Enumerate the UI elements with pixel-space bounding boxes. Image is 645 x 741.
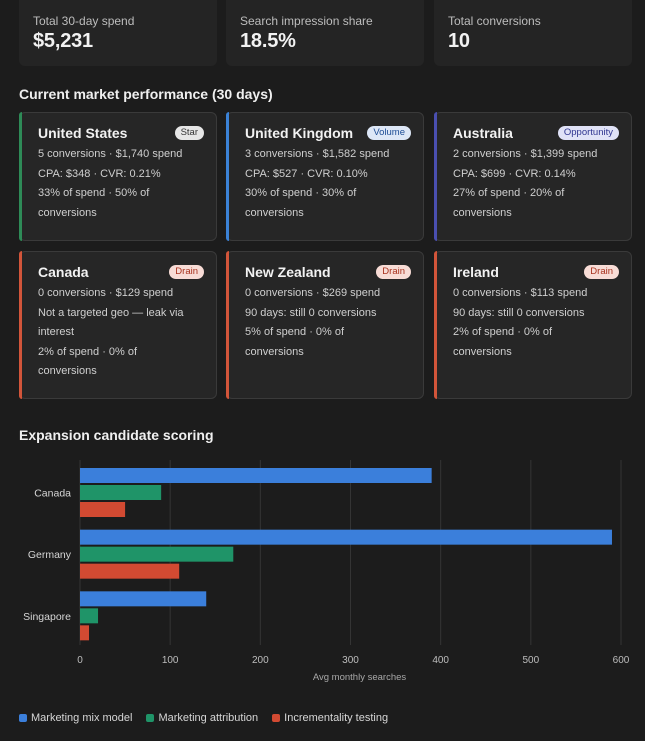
card-header: Canada Drain xyxy=(38,264,204,280)
market-stat-line: 5% of spend · 0% of xyxy=(245,326,345,338)
category-label: Canada xyxy=(34,488,71,500)
metric-impression-share: Search impression share 18.5% xyxy=(226,0,424,66)
bar-marketing-mix-model xyxy=(80,529,612,545)
bar-incrementality-testing xyxy=(80,625,90,641)
legend-label: Marketing attribution xyxy=(158,712,259,724)
market-badge: Volume xyxy=(367,126,411,140)
market-stat-line: 2 conversions · $1,399 spend xyxy=(453,148,598,160)
bar-marketing-mix-model xyxy=(80,468,432,483)
metric-value: 10 xyxy=(448,30,470,52)
market-stat-line: conversions xyxy=(245,206,304,219)
card-header: New Zealand Drain xyxy=(245,264,411,280)
market-stat-line: conversions xyxy=(38,206,97,219)
legend-swatch xyxy=(146,714,155,722)
category-label: Germany xyxy=(28,549,72,561)
market-stat-line: CPA: $348 · CVR: 0.21% xyxy=(38,167,161,180)
category-label: Singapore xyxy=(23,611,71,623)
market-stat-line: 30% of spend · 30% of xyxy=(245,187,357,199)
legend-label: Incrementality testing xyxy=(284,712,389,724)
bar-incrementality-testing xyxy=(80,563,180,579)
x-tick-label: 300 xyxy=(342,655,359,666)
metric-label: Total conversions xyxy=(448,14,541,28)
market-stat-line: 2% of spend · 0% of xyxy=(38,345,138,358)
legend-swatch xyxy=(19,714,27,722)
metric-total-conversions: Total conversions 10 xyxy=(434,0,632,66)
x-tick-label: 200 xyxy=(252,655,269,666)
market-stat-line: conversions xyxy=(245,345,304,358)
metric-label: Search impression share xyxy=(240,14,373,28)
market-badge: Drain xyxy=(584,265,619,279)
market-name: Australia xyxy=(453,125,513,141)
legend-item-attribution: Marketing attribution xyxy=(146,712,258,724)
legend-swatch xyxy=(272,714,281,722)
chart-legend: Marketing mix model Marketing attributio… xyxy=(19,712,388,724)
bar-incrementality-testing xyxy=(80,502,126,517)
expansion-bar-chart: 0 100 200 300 400 500 600 Canada Germany Singapor… xyxy=(23,460,630,683)
market-stat-line: interest xyxy=(38,326,75,338)
market-card: New Zealand Drain 0 conversions · $269 spe… xyxy=(226,251,424,399)
market-badge: Drain xyxy=(376,265,411,279)
market-stat-line: 5 conversions · $1,740 spend xyxy=(38,148,183,160)
metric-value: $5,231 xyxy=(33,30,93,52)
x-tick-label: 0 xyxy=(77,655,83,666)
x-tick-label: 400 xyxy=(432,655,449,666)
market-stat-line: 3 conversions · $1,582 spend xyxy=(245,148,390,160)
market-section-title: Current market performance (30 days) xyxy=(19,86,273,102)
bar-marketing-mix-model xyxy=(80,591,207,607)
market-stat-line: 0 conversions · $129 spend xyxy=(38,287,174,299)
market-badge: Opportunity xyxy=(557,126,619,140)
market-stat-line: 2% of spend · 0% of xyxy=(453,326,553,338)
market-name: Ireland xyxy=(453,264,499,280)
market-name: United States xyxy=(38,125,128,141)
x-tick-label: 100 xyxy=(162,655,179,666)
x-axis-label: Avg monthly searches xyxy=(313,672,407,683)
x-tick-label: 500 xyxy=(522,655,539,666)
market-stat-line: 0 conversions · $113 spend xyxy=(453,287,588,299)
card-header: Australia Opportunity xyxy=(453,125,619,141)
metric-value: 18.5% xyxy=(240,30,296,52)
card-header: Ireland Drain xyxy=(453,264,619,280)
market-stat-line: 33% of spend · 50% of xyxy=(38,187,150,199)
bar-marketing-attribution xyxy=(80,608,99,624)
expansion-section-title: Expansion candidate scoring xyxy=(19,427,214,443)
metric-label: Total 30-day spend xyxy=(33,14,135,28)
market-card: Australia Opportunity 2 conversions · $1,3… xyxy=(434,112,632,241)
legend-item-mmm: Marketing mix model xyxy=(19,712,132,724)
market-name: Canada xyxy=(38,264,89,280)
market-card: United States Star 5 conversions · $1,740 … xyxy=(19,112,217,241)
bar-marketing-attribution xyxy=(80,485,162,500)
market-stat-line: CPA: $699 · CVR: 0.14% xyxy=(453,167,576,180)
metric-total-spend: Total 30-day spend $5,231 xyxy=(19,0,217,66)
market-card: Canada Drain 0 conversions · $129 spend Not… xyxy=(19,251,217,399)
legend-label: Marketing mix model xyxy=(31,712,133,724)
market-stat-line: 0 conversions · $269 spend xyxy=(245,287,381,299)
market-card: United Kingdom Volume 3 conversions · $1,5… xyxy=(226,112,424,241)
market-stat-line: CPA: $527 · CVR: 0.10% xyxy=(245,167,368,180)
card-header: United Kingdom Volume xyxy=(245,125,411,141)
x-tick-label: 600 xyxy=(613,655,630,666)
card-header: United States Star xyxy=(38,125,204,141)
market-card: Ireland Drain 0 conversions · $113 spend 90… xyxy=(434,251,632,399)
market-stat-line: Not a targeted geo — leak via xyxy=(38,306,184,319)
market-stat-line: 90 days: still 0 conversions xyxy=(453,306,585,319)
market-badge: Star xyxy=(174,126,204,140)
market-stat-line: conversions xyxy=(38,365,97,377)
market-stat-line: conversions xyxy=(453,206,512,219)
market-name: New Zealand xyxy=(245,264,331,280)
bar-marketing-attribution xyxy=(80,546,234,562)
legend-item-incrementality: Incrementality testing xyxy=(272,712,388,724)
market-stat-line: 27% of spend · 20% of xyxy=(453,187,565,199)
market-stat-line: conversions xyxy=(453,345,512,358)
market-stat-line: 90 days: still 0 conversions xyxy=(245,306,377,319)
market-name: United Kingdom xyxy=(245,125,354,141)
market-badge: Drain xyxy=(169,265,204,279)
